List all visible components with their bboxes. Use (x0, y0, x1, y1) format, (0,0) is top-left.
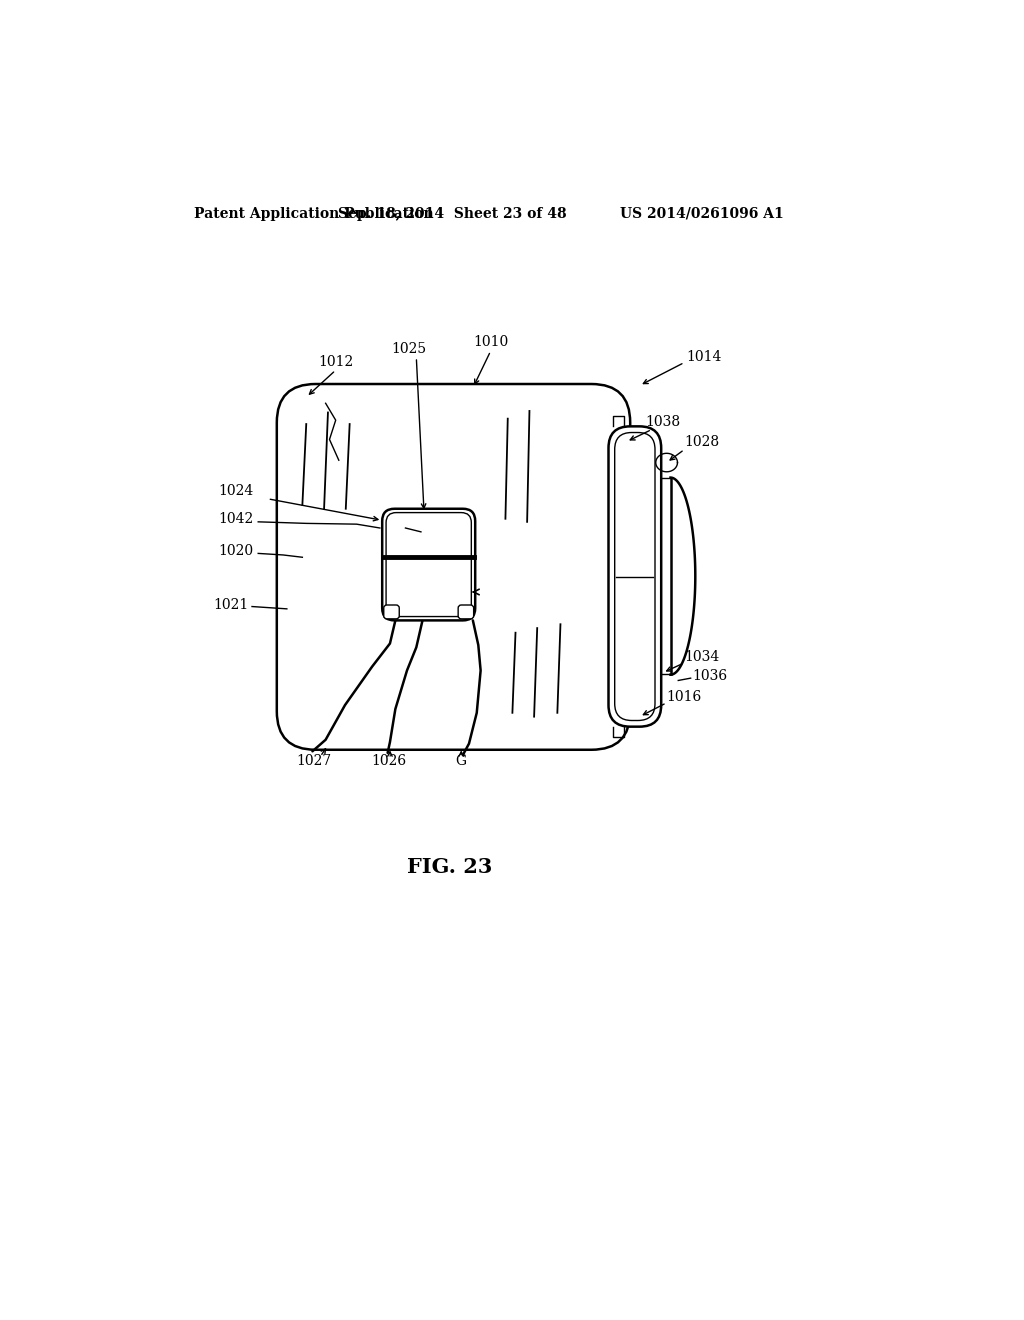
Text: 1020: 1020 (218, 544, 254, 558)
FancyBboxPatch shape (382, 508, 475, 620)
Text: Patent Application Publication: Patent Application Publication (194, 207, 433, 220)
Text: 1042: 1042 (218, 512, 254, 525)
Text: Sep. 18, 2014  Sheet 23 of 48: Sep. 18, 2014 Sheet 23 of 48 (338, 207, 566, 220)
FancyBboxPatch shape (614, 433, 655, 721)
FancyBboxPatch shape (458, 605, 474, 619)
Text: 1010: 1010 (473, 335, 508, 348)
Text: 1021: 1021 (213, 598, 248, 612)
FancyBboxPatch shape (384, 605, 399, 619)
Text: 1012: 1012 (318, 355, 353, 370)
Text: 1024: 1024 (218, 484, 254, 498)
FancyBboxPatch shape (608, 426, 662, 726)
Text: 1027: 1027 (296, 754, 332, 767)
Text: 1026: 1026 (371, 754, 406, 767)
Text: 1034: 1034 (684, 651, 720, 664)
FancyBboxPatch shape (276, 384, 630, 750)
Text: 1016: 1016 (667, 690, 701, 705)
Text: 1028: 1028 (684, 434, 720, 449)
Text: FIG. 23: FIG. 23 (407, 857, 493, 876)
Text: G: G (456, 754, 467, 767)
Text: US 2014/0261096 A1: US 2014/0261096 A1 (621, 207, 784, 220)
FancyBboxPatch shape (386, 512, 471, 616)
Text: 1025: 1025 (392, 342, 427, 356)
Text: 1036: 1036 (692, 669, 727, 682)
Text: 1038: 1038 (646, 414, 681, 429)
Text: 1014: 1014 (686, 350, 721, 364)
